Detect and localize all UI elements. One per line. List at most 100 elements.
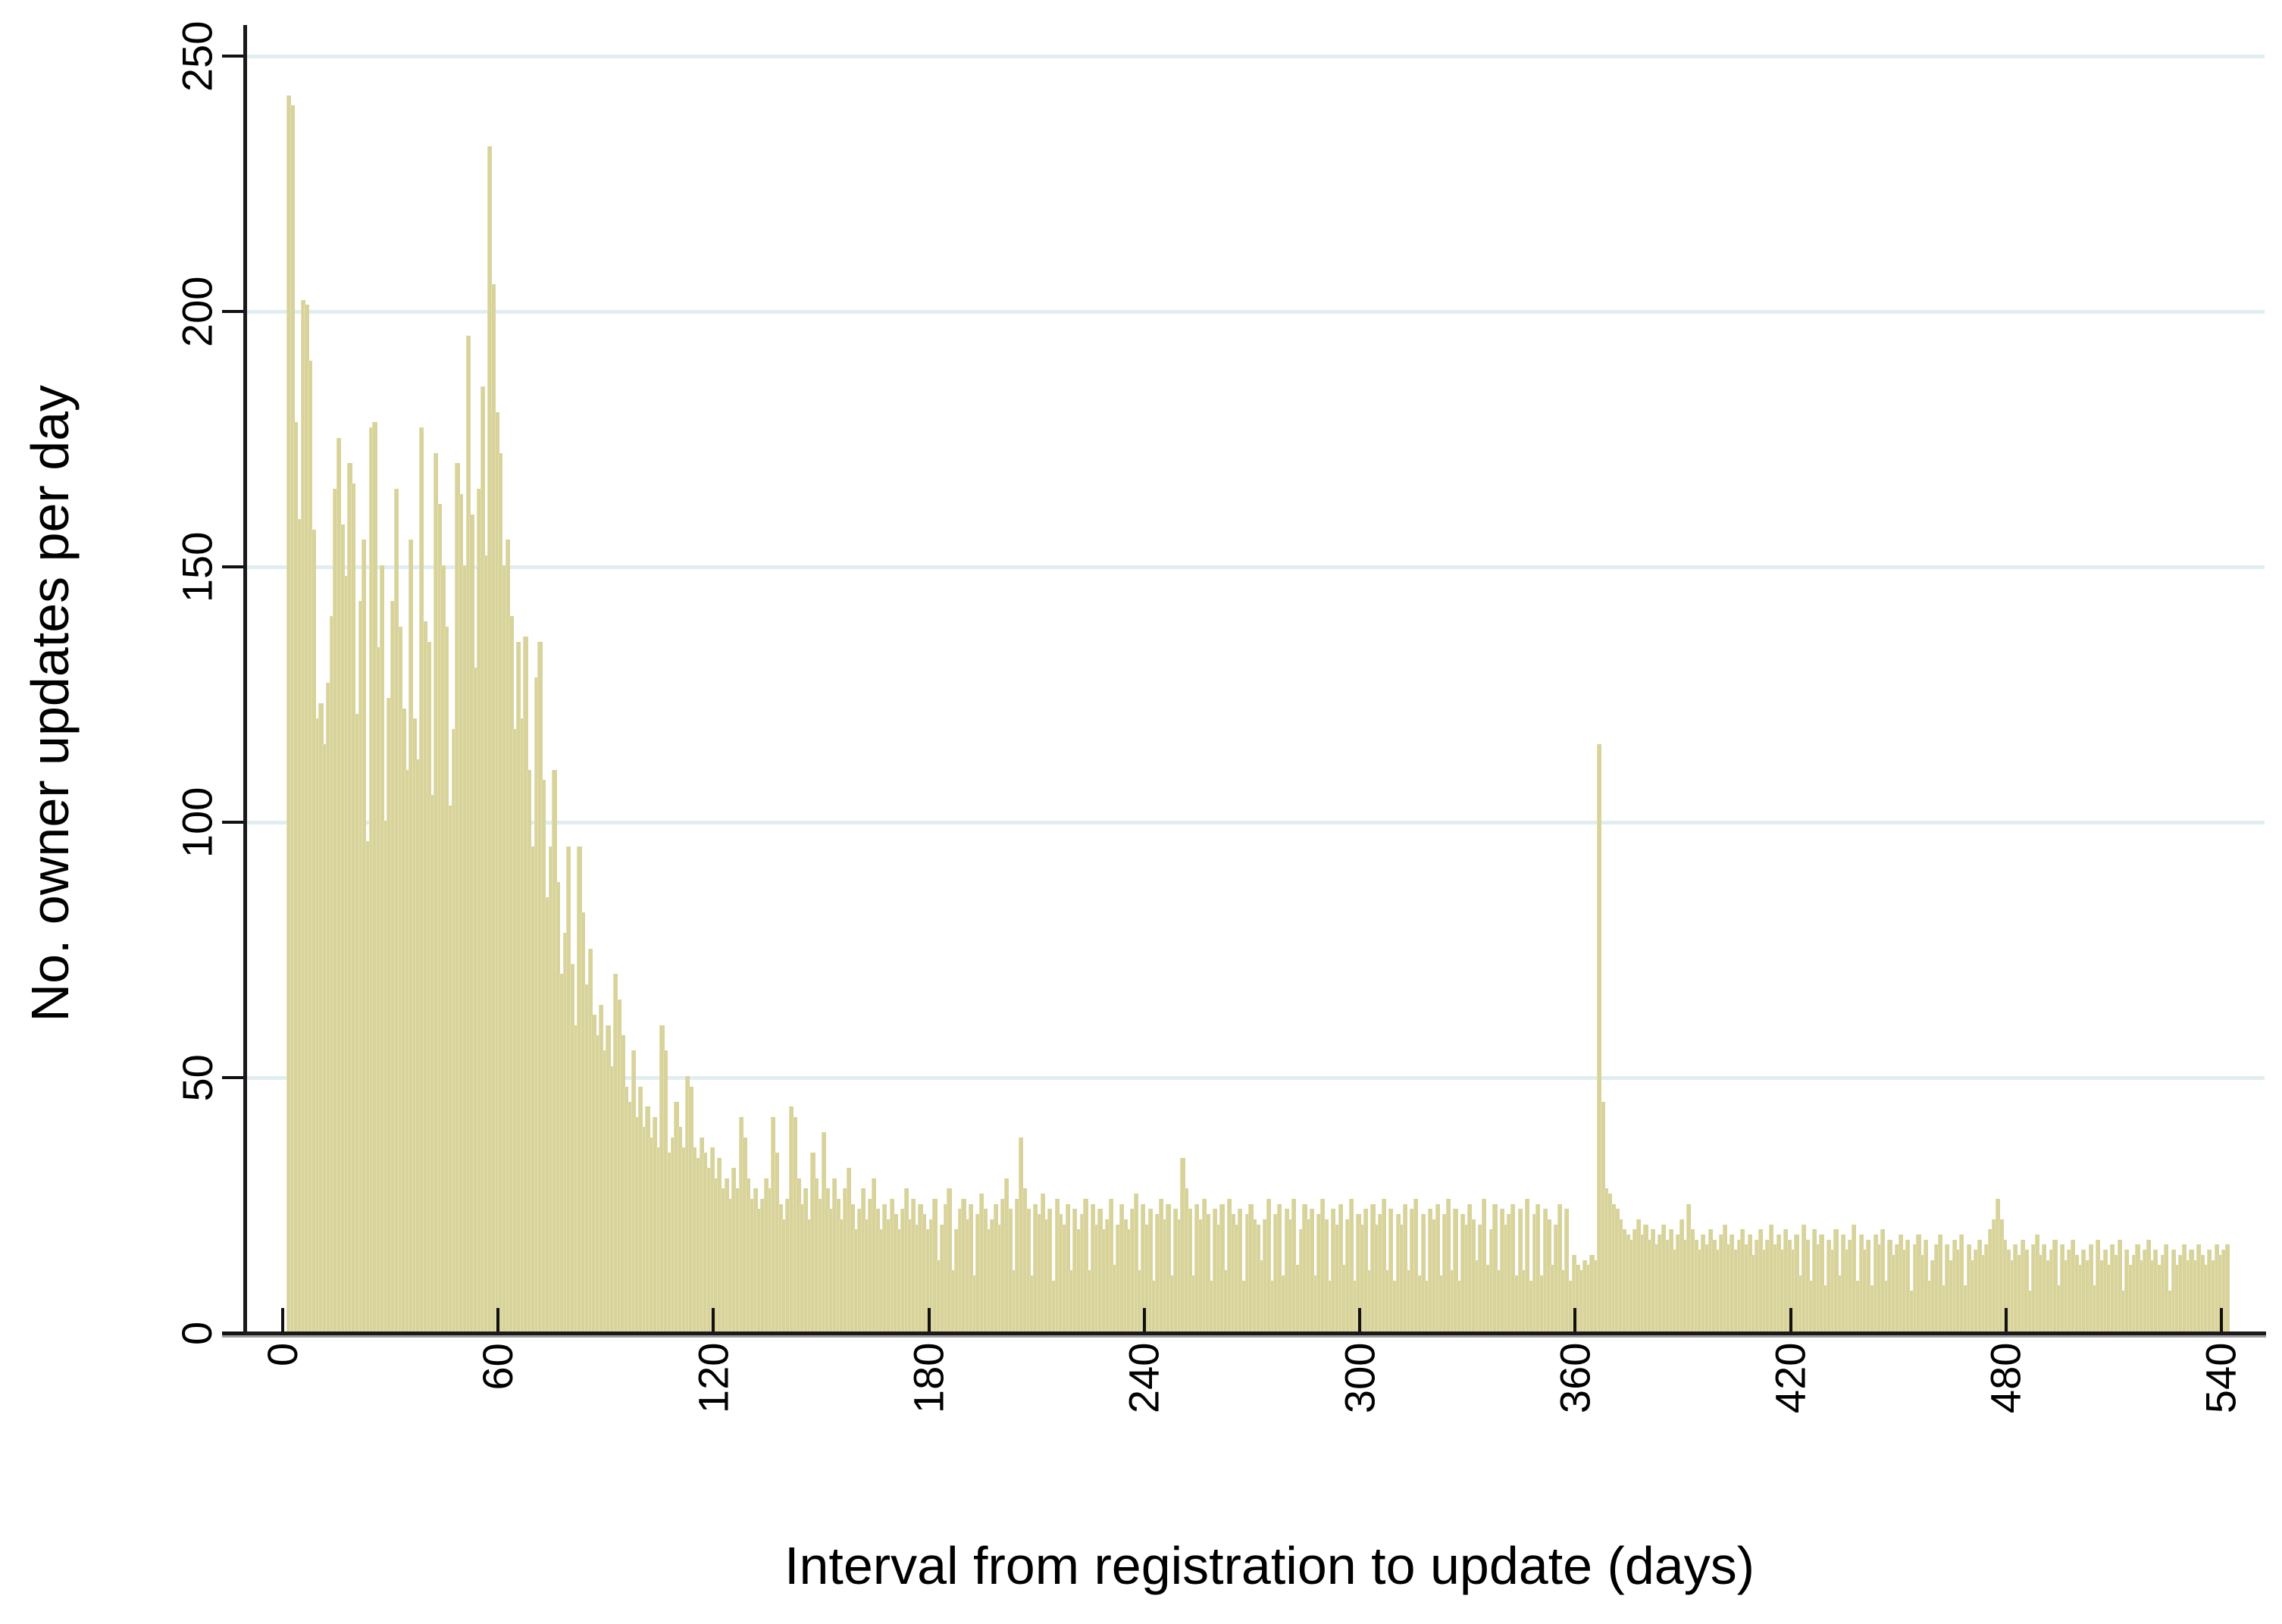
bar: [889, 1198, 894, 1333]
bar: [2181, 1244, 2187, 1333]
bar: [943, 1203, 948, 1333]
bar: [1830, 1250, 1835, 1333]
bar: [778, 1203, 783, 1333]
bar: [1348, 1198, 1354, 1333]
x-tick-label-60: 60: [474, 1342, 522, 1391]
bar: [606, 1025, 611, 1333]
bar: [1708, 1229, 1713, 1333]
bar: [1377, 1214, 1383, 1333]
bar: [674, 1101, 679, 1333]
bar: [2017, 1254, 2022, 1333]
bar: [1219, 1203, 1225, 1333]
bar: [2146, 1239, 2151, 1333]
bar: [444, 626, 449, 1333]
bar: [947, 1188, 952, 1333]
bar: [631, 1050, 636, 1333]
bar: [734, 1188, 740, 1333]
bar: [1930, 1259, 1936, 1333]
bar: [1977, 1239, 1983, 1333]
bar: [2067, 1250, 2072, 1333]
bar: [1381, 1198, 1386, 1333]
bar: [1837, 1275, 1842, 1333]
bar: [1962, 1285, 1968, 1333]
bar: [1618, 1219, 1623, 1333]
bar: [1277, 1203, 1282, 1333]
bar: [1844, 1250, 1849, 1333]
bar: [1151, 1280, 1157, 1333]
bar: [856, 1209, 862, 1333]
bar: [922, 1214, 927, 1333]
bar: [1011, 1270, 1016, 1333]
bar: [1044, 1219, 1049, 1333]
bar: [1273, 1214, 1279, 1333]
bar: [1765, 1239, 1770, 1333]
bar: [2113, 1254, 2119, 1333]
bar: [681, 1147, 687, 1333]
bar: [1496, 1270, 1501, 1333]
bar: [2139, 1259, 2144, 1333]
y-tick-label-200: 200: [173, 276, 221, 347]
gridline-50: [247, 1076, 2265, 1080]
bar: [602, 1050, 607, 1333]
bar: [1090, 1203, 1096, 1333]
bar: [315, 718, 320, 1333]
bar: [979, 1194, 984, 1333]
bar: [1015, 1198, 1020, 1333]
x-tick-240: [1142, 1308, 1146, 1331]
bar: [1309, 1209, 1315, 1333]
bar: [1019, 1137, 1024, 1333]
bar: [1385, 1270, 1390, 1333]
bar: [502, 565, 507, 1333]
bar: [1061, 1224, 1067, 1333]
bar: [2099, 1259, 2105, 1333]
x-tick-0: [281, 1308, 284, 1331]
bar: [1869, 1285, 1875, 1333]
bar: [1689, 1229, 1695, 1333]
gridline-200: [247, 310, 2265, 314]
bar: [1974, 1250, 1979, 1333]
bar: [296, 519, 302, 1333]
bar: [1701, 1234, 1706, 1333]
bar: [731, 1168, 737, 1333]
bar: [2160, 1254, 2165, 1333]
bar: [1650, 1229, 1656, 1333]
bar: [1058, 1214, 1063, 1333]
bar: [2096, 1239, 2101, 1333]
bar: [788, 1106, 794, 1333]
bar: [1643, 1224, 1648, 1333]
bar: [709, 1147, 715, 1333]
bar: [825, 1188, 830, 1333]
bar: [1320, 1198, 1326, 1333]
bar: [1905, 1239, 1911, 1333]
bar: [1298, 1229, 1304, 1333]
bar: [821, 1132, 826, 1333]
bar: [2110, 1244, 2115, 1333]
bar: [2164, 1244, 2169, 1333]
bar: [1413, 1198, 1419, 1333]
bar: [437, 504, 442, 1333]
bar: [1072, 1209, 1078, 1333]
bar: [1094, 1224, 1099, 1333]
bar: [1197, 1219, 1204, 1333]
bar: [1647, 1239, 1652, 1333]
bar: [1341, 1265, 1347, 1333]
bar: [362, 540, 367, 1333]
bar: [828, 1209, 834, 1333]
bar: [498, 452, 503, 1333]
bar: [1995, 1198, 2000, 1333]
x-tick-480: [2004, 1308, 2008, 1331]
bar: [2156, 1265, 2161, 1333]
bar: [1711, 1239, 1717, 1333]
bar: [1370, 1203, 1376, 1333]
bar: [1564, 1209, 1570, 1333]
bar: [1155, 1214, 1160, 1333]
bar: [1488, 1229, 1494, 1333]
bar: [893, 1214, 898, 1333]
bar: [591, 1015, 596, 1333]
bar: [1029, 1275, 1035, 1333]
bar: [379, 565, 385, 1333]
bar: [903, 1188, 909, 1333]
bar: [1937, 1234, 1943, 1333]
bar: [1137, 1270, 1142, 1333]
bar: [738, 1116, 743, 1333]
